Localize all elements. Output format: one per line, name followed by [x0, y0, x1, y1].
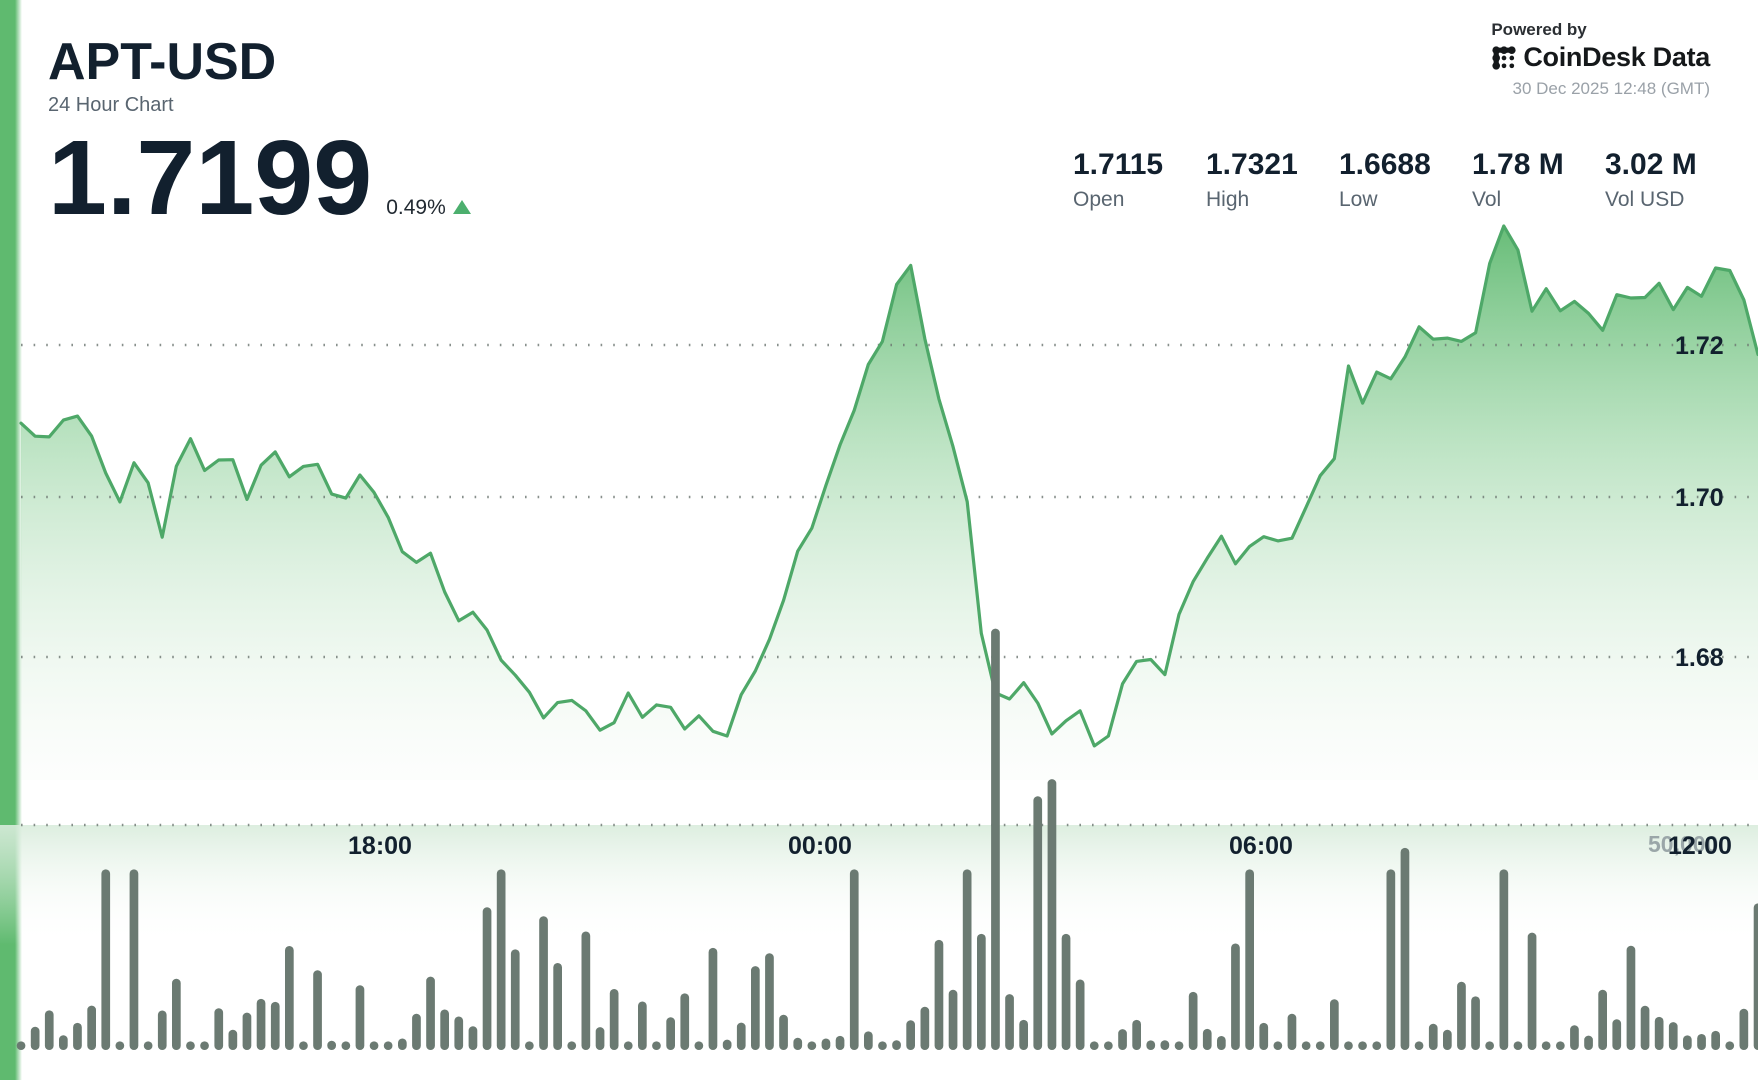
svg-text:06:00: 06:00 [1229, 832, 1293, 860]
svg-text:1.68: 1.68 [1675, 644, 1724, 672]
svg-text:1.70: 1.70 [1675, 484, 1724, 512]
svg-text:00:00: 00:00 [788, 832, 852, 860]
svg-text:18:00: 18:00 [348, 832, 412, 860]
svg-text:1.72: 1.72 [1675, 332, 1724, 360]
svg-text:12:00: 12:00 [1668, 832, 1732, 860]
